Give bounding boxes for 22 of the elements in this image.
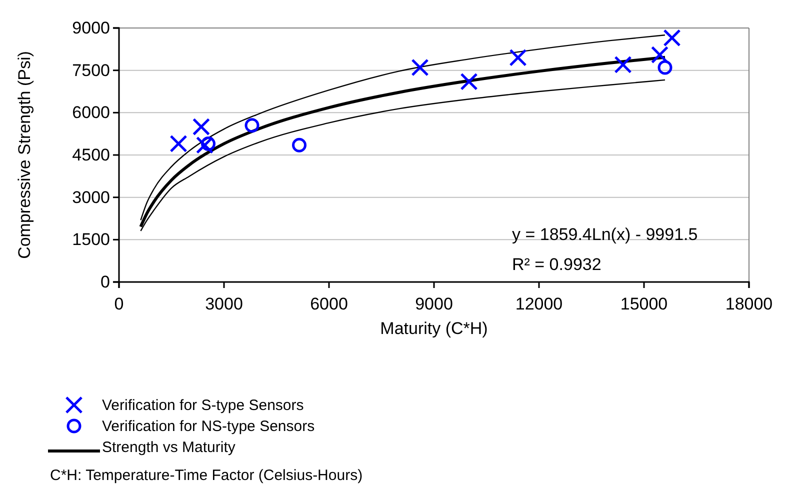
y-tick-label: 7500 — [72, 60, 110, 80]
y-tick-label: 3000 — [72, 188, 110, 207]
x-tick-label: 12000 — [515, 294, 563, 314]
x-tick-label: 3000 — [205, 294, 243, 314]
y-tick-label: 4500 — [72, 145, 110, 164]
x-tick-label: 6000 — [310, 294, 348, 314]
x-tick-label: 18000 — [725, 294, 773, 314]
x-tick-label: 0 — [114, 294, 124, 314]
x-tick-label: 9000 — [415, 294, 453, 314]
legend-label: Verification for S-type Sensors — [102, 397, 304, 414]
x-tick-label: 15000 — [620, 294, 668, 314]
legend-label: Strength vs Maturity — [102, 439, 236, 456]
legend-label: Verification for NS-type Sensors — [102, 418, 315, 435]
y-axis-title: Compressive Strength (Psi) — [15, 51, 34, 259]
text: C*H: Temperature-Time Factor (Celsius-Hours) — [50, 467, 363, 484]
y-tick-label: 6000 — [72, 103, 110, 122]
x-axis-title: Maturity (C*H) — [380, 319, 488, 338]
annotation: y = 1859.4Ln(x) - 9991.5 — [512, 225, 698, 244]
y-tick-label: 0 — [100, 272, 110, 292]
annotation: R² = 0.9932 — [512, 255, 602, 274]
y-tick-label: 1500 — [72, 230, 110, 250]
y-tick-label: 9000 — [72, 18, 110, 38]
